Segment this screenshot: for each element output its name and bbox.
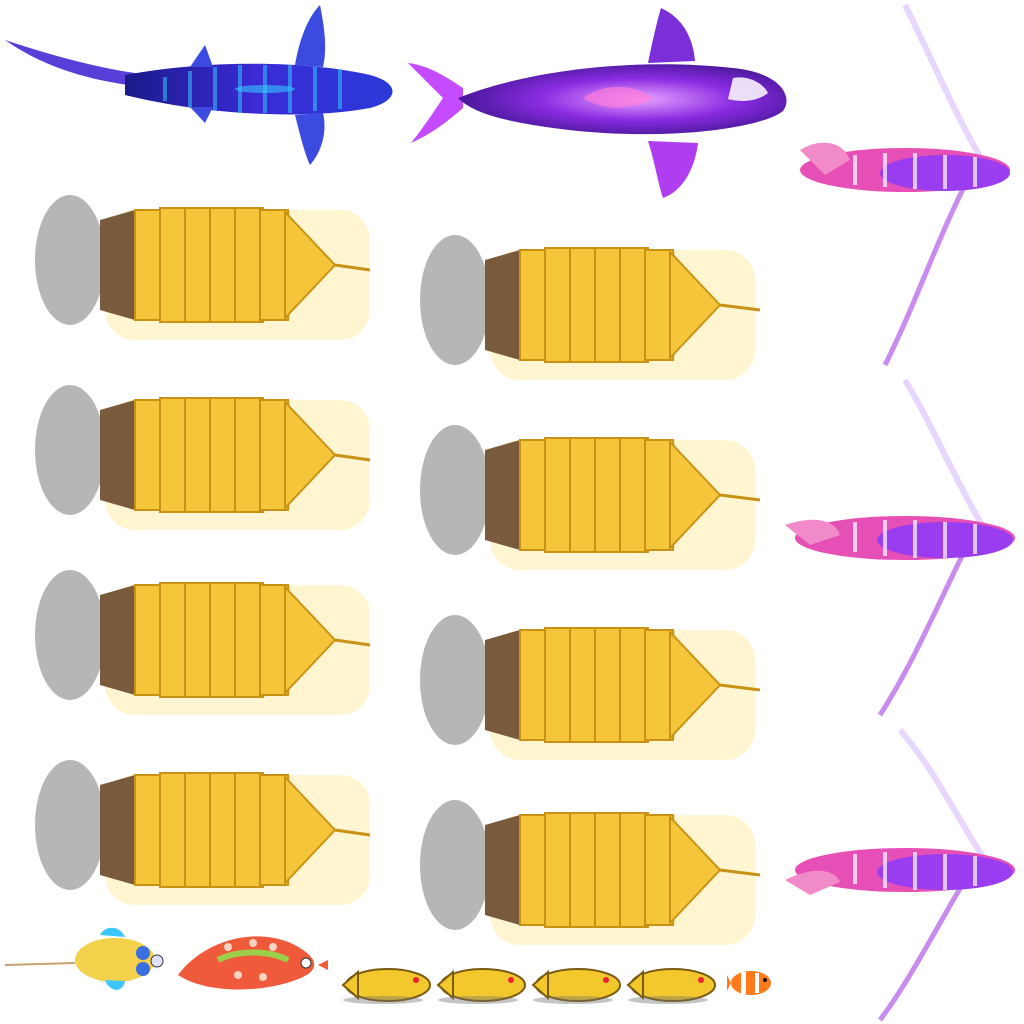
lionfish-sprite-frame-3 [785, 728, 1020, 1022]
pagoda-sprite-frame-6 [420, 420, 765, 580]
pagoda-sprite-frame-1 [35, 190, 375, 350]
pagoda-sprite-frame-5 [420, 230, 765, 390]
pagoda-sprite-frame-2 [35, 380, 375, 540]
orca-sprite [403, 3, 790, 200]
seahorse-fish-sprite [4, 925, 165, 995]
red-spotted-fish-sprite [178, 925, 328, 995]
pagoda-sprite-frame-8 [420, 795, 765, 955]
squid-sprite-frame-2 [433, 960, 528, 1005]
pagoda-sprite-frame-4 [35, 755, 375, 915]
pagoda-sprite-frame-3 [35, 565, 375, 725]
squid-sprite-frame-4 [623, 960, 718, 1005]
squid-sprite-frame-3 [528, 960, 623, 1005]
clownfish-sprite [727, 965, 777, 1000]
lionfish-sprite-frame-1 [795, 3, 1020, 367]
lionfish-sprite-frame-2 [785, 378, 1020, 717]
squid-sprite-frame-1 [338, 960, 433, 1005]
whale-shark-sprite [5, 5, 400, 165]
pagoda-sprite-frame-7 [420, 610, 765, 770]
